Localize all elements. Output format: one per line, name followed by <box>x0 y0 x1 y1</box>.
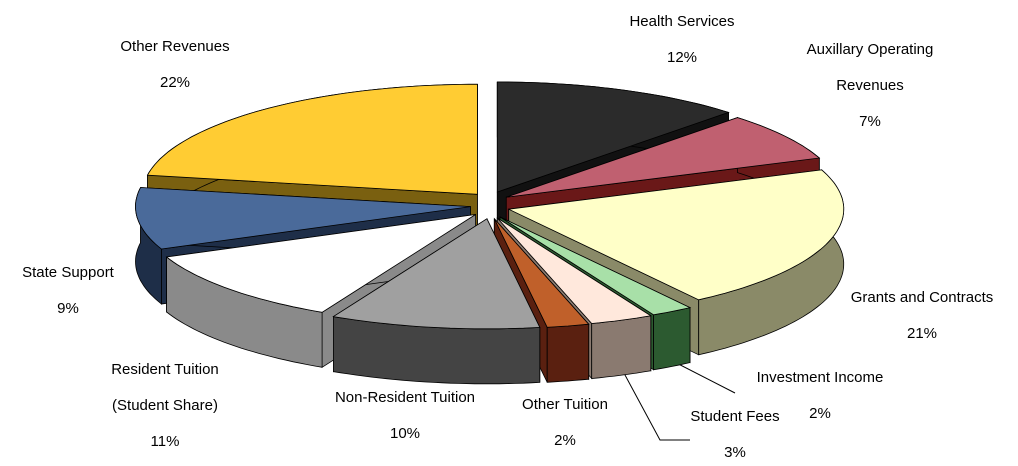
slice-label: Resident Tuition (Student Share) 11% <box>95 352 235 460</box>
slice-top <box>493 218 590 328</box>
category-name: Other Revenues <box>120 38 230 55</box>
category-name: Investment Income <box>756 369 884 386</box>
slice-top <box>135 187 471 250</box>
percent-label: 7% <box>859 113 881 130</box>
slice-label: Investment Income 2% <box>720 360 920 432</box>
slice-label: Student Fees 3% <box>655 399 815 466</box>
category-name: State Support <box>22 264 114 281</box>
slice-wall <box>591 315 652 379</box>
slice-top <box>332 218 541 330</box>
percent-label: 3% <box>724 444 746 461</box>
slice-top <box>165 214 476 313</box>
slice-top <box>507 169 845 301</box>
slice-label: Other Tuition 2% <box>485 387 645 459</box>
slice-label: Health Services 12% <box>582 4 782 76</box>
percent-label: 2% <box>809 405 831 422</box>
slice-top <box>146 83 478 195</box>
category-name: Non-Resident Tuition <box>334 389 476 406</box>
percent-label: 9% <box>57 300 79 317</box>
category-name: Other Tuition <box>522 396 608 413</box>
percent-label: 11% <box>150 433 180 450</box>
slice-label: Other Revenues 22% <box>75 29 275 101</box>
slice-wall <box>546 323 590 383</box>
percent-label: 22% <box>159 74 191 91</box>
percent-label: 10% <box>389 425 421 442</box>
slice-label: Grants and Contracts 21% <box>822 280 1018 352</box>
category-name: Health Services <box>629 13 735 30</box>
leader-line <box>617 361 690 441</box>
slice-label: State Support 9% <box>0 255 138 327</box>
percent-label: 21% <box>906 325 938 342</box>
percent-label: 2% <box>554 432 576 449</box>
slice-top <box>497 217 652 324</box>
slice-top <box>496 81 730 193</box>
percent-label: 12% <box>666 49 698 66</box>
category-name: Auxillary Operating Revenues <box>806 41 934 94</box>
category-name: Grants and Contracts <box>850 289 994 306</box>
slice-wall <box>653 307 691 371</box>
category-name: Resident Tuition (Student Share) <box>111 361 219 414</box>
slice-top <box>499 216 692 316</box>
slice-top <box>506 117 821 198</box>
slice-label: Non-Resident Tuition 10% <box>295 380 515 452</box>
slice-label: Auxillary Operating Revenues 7% <box>790 32 950 140</box>
category-name: Student Fees <box>690 408 780 425</box>
